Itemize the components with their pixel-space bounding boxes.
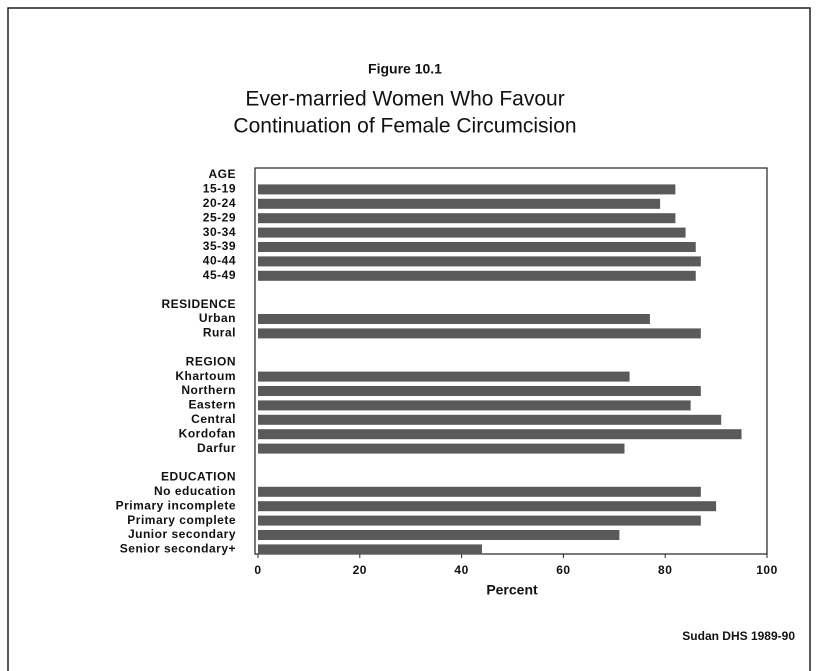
y-tick-label: Central bbox=[191, 412, 236, 426]
y-tick-label: Senior secondary+ bbox=[120, 542, 236, 556]
y-tick-label: 20-24 bbox=[203, 196, 236, 210]
chart-title: Continuation of Female Circumcision bbox=[233, 115, 576, 138]
y-tick-label: No education bbox=[154, 484, 236, 498]
bar bbox=[258, 515, 701, 526]
y-tick-label: Urban bbox=[199, 311, 236, 325]
bar bbox=[258, 501, 717, 512]
bar bbox=[258, 328, 701, 339]
x-tick-label: 0 bbox=[254, 563, 261, 577]
bar bbox=[258, 270, 696, 281]
y-tick-label: 25-29 bbox=[203, 210, 236, 224]
bar bbox=[258, 386, 701, 396]
x-tick-label: 100 bbox=[756, 563, 778, 577]
bar bbox=[258, 256, 701, 267]
frame bbox=[7, 7, 811, 671]
bar bbox=[258, 443, 625, 454]
x-tick-label: 80 bbox=[658, 563, 672, 577]
y-tick-label: Khartoum bbox=[175, 369, 236, 383]
y-tick-label: Junior secondary bbox=[128, 527, 236, 541]
y-tick-label: Rural bbox=[203, 326, 236, 340]
source: Sudan DHS 1989-90 bbox=[682, 629, 795, 643]
x-tick-label: 40 bbox=[454, 563, 468, 577]
y-tick-label: Kordofan bbox=[179, 426, 236, 440]
y-tick-label: Darfur bbox=[197, 441, 236, 455]
y-tick-label: Northern bbox=[181, 383, 236, 397]
bar bbox=[258, 486, 701, 497]
bar bbox=[258, 429, 742, 440]
x-axis-label: Percent bbox=[486, 582, 538, 598]
bar bbox=[258, 400, 691, 411]
y-tick-label: 30-34 bbox=[203, 225, 236, 239]
chart-title: Ever-married Women Who Favour bbox=[245, 88, 564, 111]
y-tick-label: Primary incomplete bbox=[116, 498, 236, 512]
y-tick-label: 45-49 bbox=[203, 268, 236, 282]
bar bbox=[258, 314, 650, 324]
bar bbox=[258, 213, 676, 224]
bar bbox=[258, 371, 630, 382]
bar bbox=[258, 198, 661, 209]
x-tick-label: 60 bbox=[556, 563, 570, 577]
group-label: REGION bbox=[186, 354, 236, 368]
x-tick-label: 20 bbox=[353, 563, 367, 577]
y-tick-label: 40-44 bbox=[203, 254, 236, 268]
bar bbox=[258, 530, 620, 540]
bar bbox=[258, 414, 722, 425]
group-label: EDUCATION bbox=[161, 470, 236, 484]
y-tick-label: 15-19 bbox=[203, 182, 236, 196]
bar bbox=[258, 242, 696, 252]
plot-area bbox=[254, 167, 768, 555]
bar bbox=[258, 544, 482, 555]
figure-label: Figure 10.1 bbox=[368, 61, 442, 77]
y-tick-label: 35-39 bbox=[203, 239, 236, 253]
bar bbox=[258, 184, 676, 195]
y-tick-label: Primary complete bbox=[127, 513, 236, 527]
group-label: RESIDENCE bbox=[161, 297, 236, 311]
y-tick-label: Eastern bbox=[188, 398, 236, 412]
group-label: AGE bbox=[208, 167, 236, 181]
bar bbox=[258, 227, 686, 238]
